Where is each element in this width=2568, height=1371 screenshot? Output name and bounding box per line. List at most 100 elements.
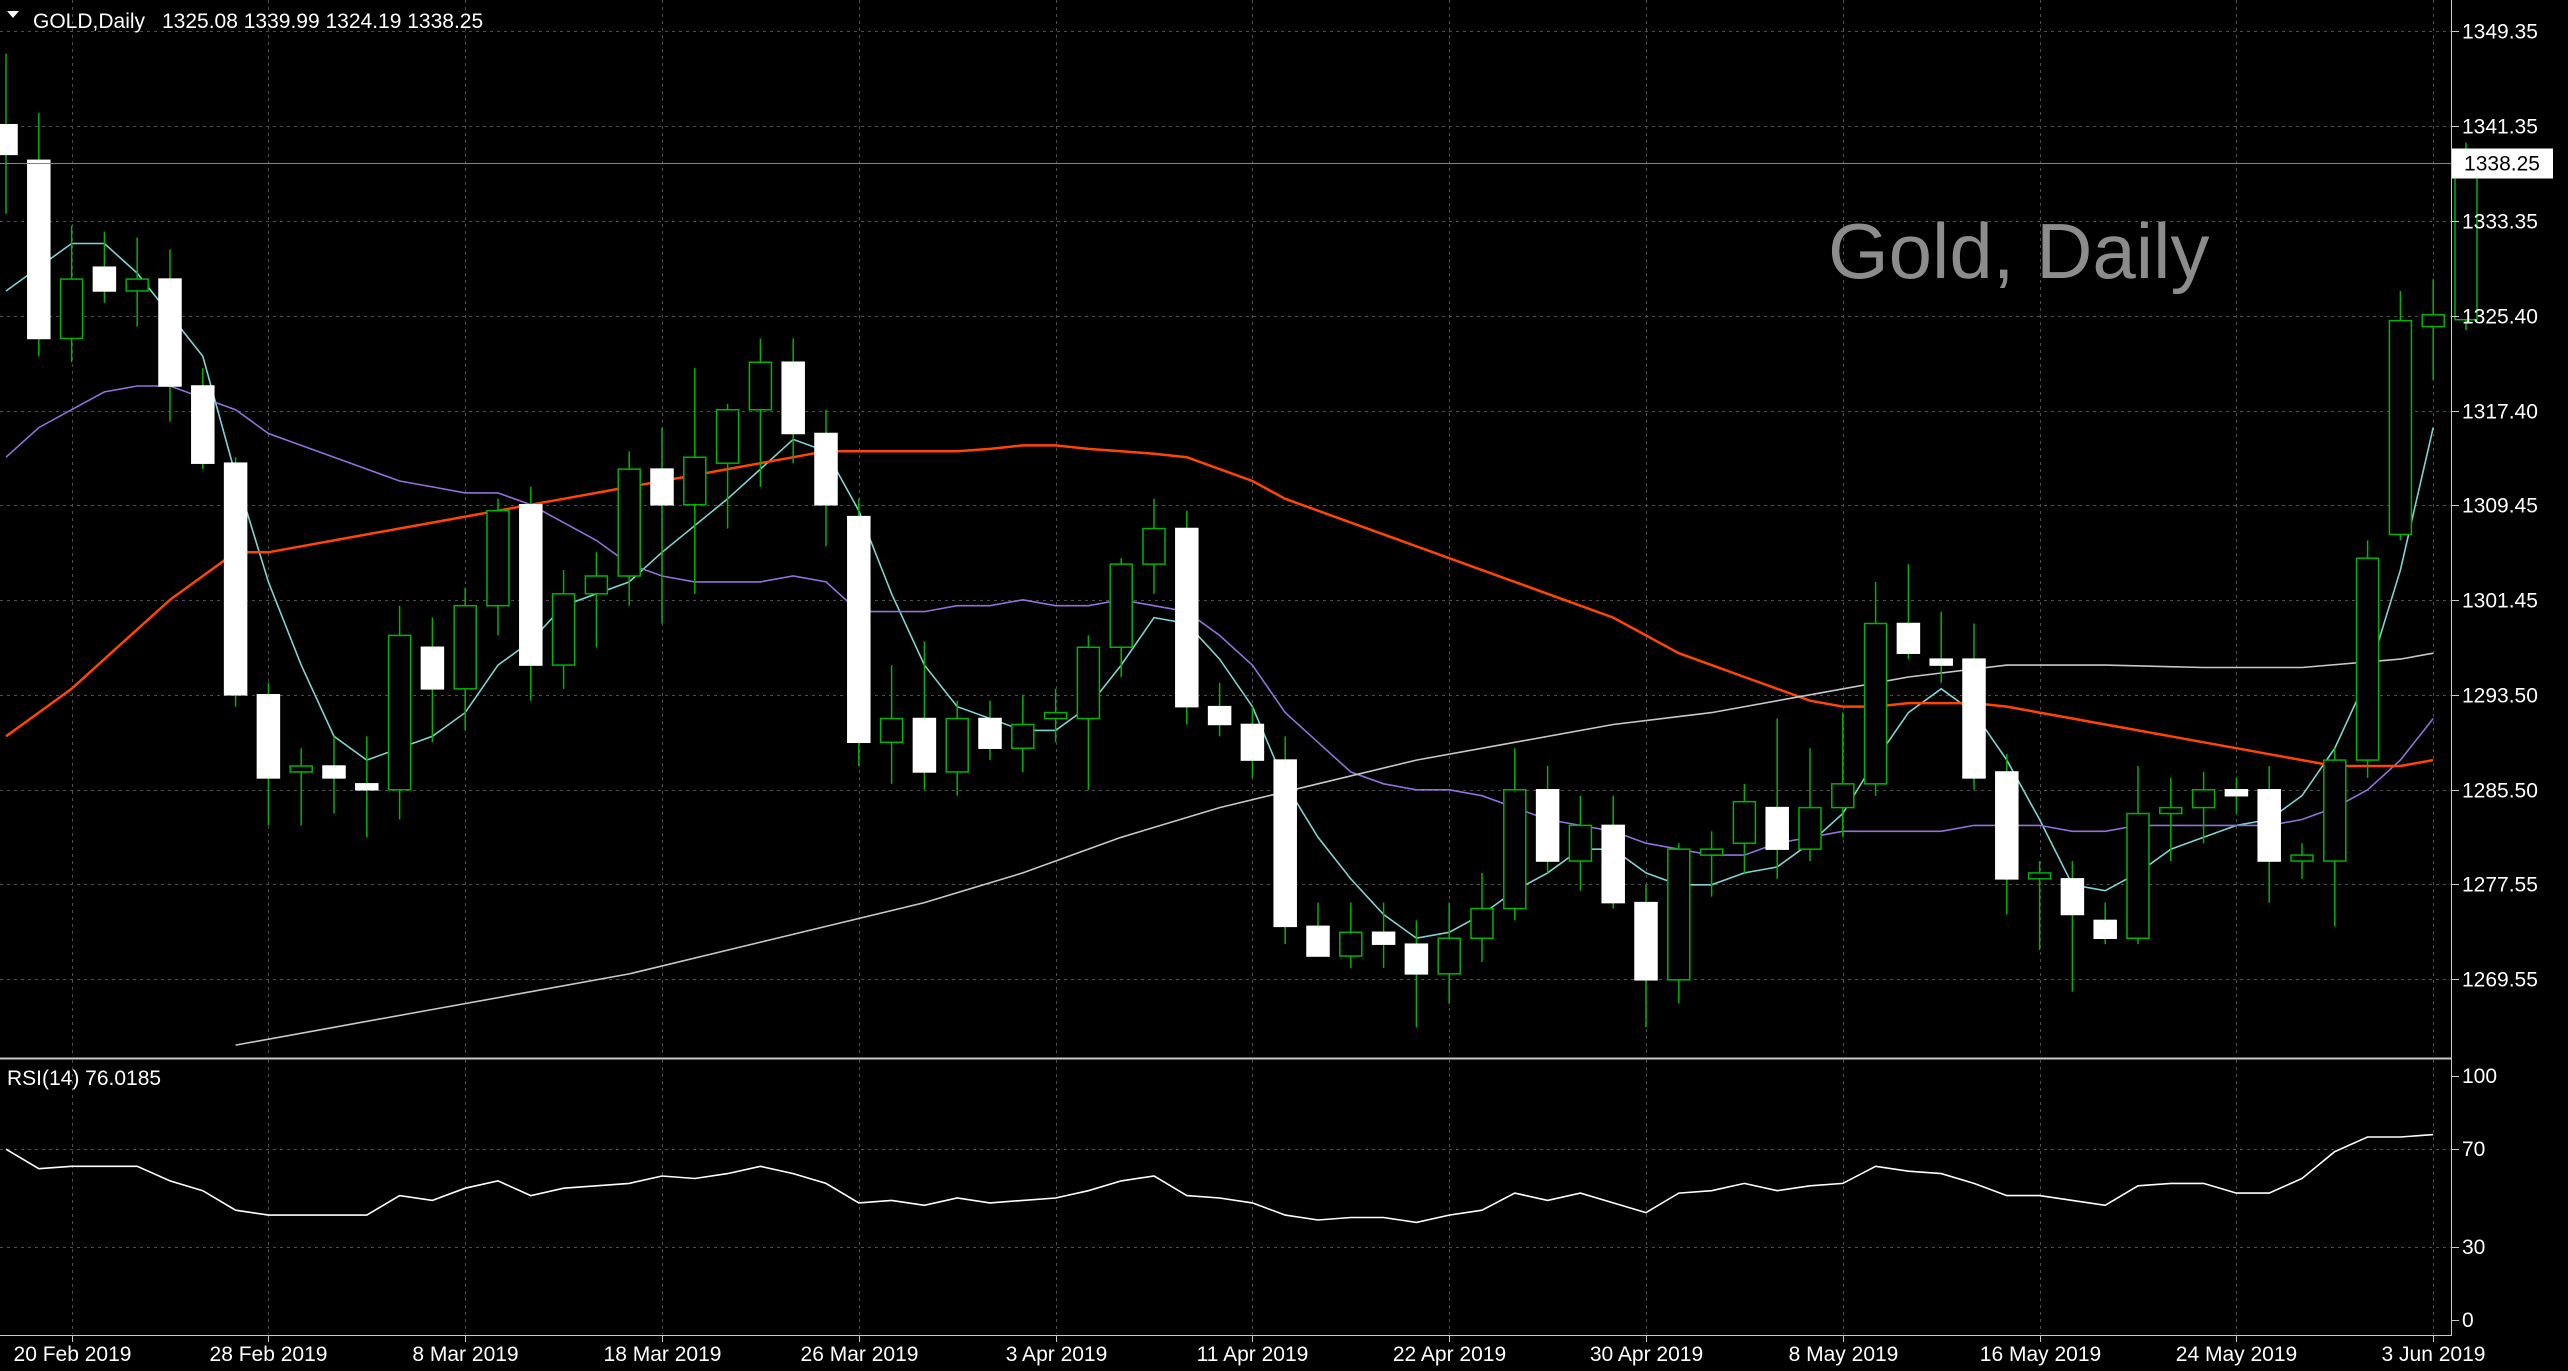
candle-body (1896, 622, 1921, 654)
candle-body (715, 408, 740, 464)
candle[interactable] (2060, 861, 2085, 992)
candle[interactable] (1535, 766, 1560, 873)
candle[interactable] (158, 249, 182, 422)
candle[interactable] (1404, 920, 1429, 1028)
candle[interactable] (0, 53, 18, 214)
candle[interactable] (2027, 861, 2052, 951)
candle[interactable] (256, 682, 281, 826)
candle[interactable] (551, 570, 576, 689)
candle[interactable] (1470, 872, 1494, 962)
candle-body (945, 717, 969, 773)
candle[interactable] (1896, 564, 1921, 660)
candle[interactable] (387, 605, 412, 820)
candle[interactable] (1306, 902, 1330, 957)
candle[interactable] (125, 237, 149, 327)
candle[interactable] (617, 451, 641, 606)
candle[interactable] (2224, 777, 2249, 814)
candle[interactable] (1798, 748, 1822, 862)
candle[interactable] (322, 736, 346, 814)
price-axis[interactable]: 1349.35 1341.35 1333.35 1325.40 1317.40 1309.… (2452, 21, 2538, 992)
candle[interactable] (2191, 771, 2216, 844)
candle[interactable] (847, 498, 871, 767)
candle[interactable] (27, 112, 51, 357)
price-tick-label: 1309.45 (2462, 495, 2538, 518)
candle[interactable] (650, 427, 674, 624)
candle[interactable] (2290, 843, 2314, 879)
candle[interactable] (1207, 682, 1232, 737)
price-tick-label: 1333.35 (2462, 211, 2538, 234)
candle-body (1207, 705, 1232, 726)
candle[interactable] (2257, 766, 2281, 903)
candle[interactable] (486, 498, 510, 636)
candle[interactable] (2159, 777, 2183, 862)
candle[interactable] (1667, 843, 1691, 1004)
candle[interactable] (1568, 795, 1593, 891)
candle[interactable] (1699, 831, 1724, 897)
candle[interactable] (355, 736, 379, 838)
candle-body (1011, 723, 1035, 749)
candle-body (0, 123, 18, 156)
candle[interactable] (683, 368, 707, 594)
dropdown-icon[interactable] (7, 11, 19, 18)
candle-body (1240, 723, 1265, 761)
candle[interactable] (92, 231, 117, 303)
candle[interactable] (715, 403, 740, 529)
candle[interactable] (1273, 736, 1297, 945)
candle[interactable] (1142, 498, 1166, 594)
candle-body (223, 462, 248, 696)
time-tick-label: 24 May 2019 (2176, 1343, 2297, 1366)
candle[interactable] (1109, 558, 1133, 677)
candle-body (27, 159, 51, 340)
candle[interactable] (1765, 718, 1789, 879)
candle[interactable] (2126, 766, 2150, 945)
candle[interactable] (1601, 795, 1625, 909)
candle[interactable] (748, 338, 773, 487)
candle[interactable] (1962, 623, 1986, 790)
candle[interactable] (191, 368, 215, 470)
candle[interactable] (453, 587, 477, 731)
candle[interactable] (2355, 540, 2380, 778)
candle[interactable] (814, 409, 838, 547)
candle[interactable] (1732, 783, 1757, 873)
candle[interactable] (289, 748, 313, 826)
candle[interactable] (1240, 706, 1265, 778)
candle[interactable] (1437, 902, 1461, 1004)
candle[interactable] (1634, 884, 1658, 1028)
ohlc-values: 1325.08 1339.99 1324.19 1338.25 (162, 10, 483, 33)
candle[interactable] (2421, 279, 2445, 381)
candle[interactable] (1863, 581, 1888, 796)
candle-body (1798, 806, 1822, 850)
candle[interactable] (1339, 902, 1363, 968)
candle[interactable] (781, 338, 805, 464)
candle[interactable] (978, 700, 1002, 761)
candle[interactable] (584, 552, 609, 648)
candle-body (1831, 783, 1855, 809)
moving-average-line (5, 444, 2434, 768)
candle[interactable] (420, 617, 445, 743)
candle-body (453, 604, 477, 690)
time-axis[interactable]: 20 Feb 2019 28 Feb 2019 8 Mar 2019 18 Mar 2… (14, 1335, 2486, 1366)
candle[interactable] (912, 641, 937, 790)
candle[interactable] (519, 486, 543, 701)
candle[interactable] (2093, 902, 2117, 945)
candle-body (1699, 848, 1724, 856)
candle[interactable] (879, 665, 904, 784)
candle[interactable] (1011, 694, 1035, 772)
candle[interactable] (2388, 290, 2413, 541)
price-tick-label: 1285.50 (2462, 780, 2538, 803)
candle[interactable] (945, 700, 969, 796)
price-tick-label: 1325.40 (2462, 306, 2538, 329)
candle[interactable] (59, 225, 84, 363)
candle[interactable] (1503, 748, 1527, 921)
candle[interactable] (2323, 748, 2347, 927)
candle[interactable] (223, 457, 248, 707)
candle[interactable] (1371, 902, 1396, 968)
candle[interactable] (1831, 712, 1855, 838)
candles[interactable] (0, 53, 2478, 1028)
candle[interactable] (1929, 611, 1953, 683)
candle[interactable] (1175, 510, 1199, 725)
candle[interactable] (1043, 688, 1068, 743)
candle[interactable] (1995, 754, 2019, 915)
candle[interactable] (1076, 635, 1101, 790)
